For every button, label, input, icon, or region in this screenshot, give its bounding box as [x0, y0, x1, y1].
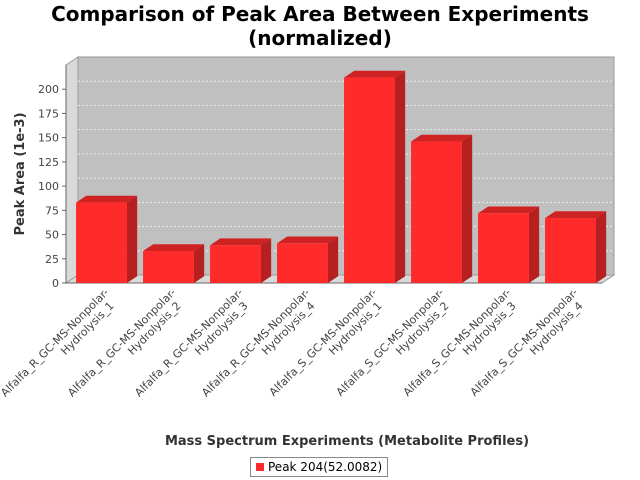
bar-top	[545, 211, 607, 219]
x-tick-label-line: Alfalfa_R_GC-MS-Nonpolar-	[0, 286, 112, 399]
bar-front	[143, 251, 194, 283]
x-tick-labels: Alfalfa_R_GC-MS-Nonpolar-Hydrolysis_1Alf…	[0, 286, 586, 409]
bar-side	[126, 195, 138, 283]
bar-front	[411, 141, 462, 283]
bar-side	[595, 211, 607, 283]
bar-top	[478, 206, 540, 214]
bar-front	[344, 77, 395, 284]
y-axis-title: Peak Area (1e-3)	[13, 112, 28, 235]
bars	[76, 70, 607, 284]
y-tick-label: 75	[45, 204, 59, 217]
bar-side	[193, 244, 205, 283]
x-tick-label: Alfalfa_R_GC-MS-Nonpolar-Hydrolysis_1	[0, 286, 121, 409]
y-tick-labels: 0 25 50 75 100 125 150 175 200	[38, 83, 59, 290]
bar-front	[76, 202, 127, 283]
bar-side	[260, 238, 272, 283]
legend-swatch	[256, 463, 264, 471]
bar-top	[143, 244, 205, 252]
bar-side	[528, 206, 540, 283]
chart-title-line-2: (normalized)	[248, 26, 392, 50]
x-axis-title: Mass Spectrum Experiments (Metabolite Pr…	[165, 434, 529, 449]
bar	[277, 236, 339, 283]
bar-top	[277, 236, 339, 244]
chart-title-line-1: Comparison of Peak Area Between Experime…	[51, 2, 589, 26]
bar-front	[277, 243, 328, 283]
bar	[411, 134, 473, 283]
y-tick-label: 25	[45, 253, 59, 266]
y-tick-label: 125	[38, 156, 59, 169]
bar	[210, 238, 272, 283]
bar-front	[210, 245, 261, 283]
y-tick-label: 175	[38, 107, 59, 120]
y-tick-label: 150	[38, 132, 59, 145]
y-tick-label: 100	[38, 180, 59, 193]
bar	[545, 211, 607, 283]
bar	[478, 206, 540, 283]
bar-side	[394, 70, 406, 283]
chart-title: Comparison of Peak Area Between Experime…	[0, 2, 640, 50]
bar-top	[76, 195, 138, 203]
bar-front	[478, 213, 529, 283]
bar-side	[461, 134, 473, 283]
bar-side	[327, 236, 339, 283]
legend: Peak 204(52.0082)	[250, 457, 389, 477]
y-tick-label: 50	[45, 229, 59, 242]
bar-top	[210, 238, 272, 246]
bar	[143, 244, 205, 283]
legend-label: Peak 204(52.0082)	[268, 460, 383, 474]
bar	[344, 70, 406, 284]
bar-top	[411, 134, 473, 142]
bar	[76, 195, 138, 283]
bar-front	[545, 218, 596, 283]
bar-top	[344, 70, 406, 78]
y-tick-label: 0	[52, 277, 59, 290]
y-tick-label: 200	[38, 83, 59, 96]
